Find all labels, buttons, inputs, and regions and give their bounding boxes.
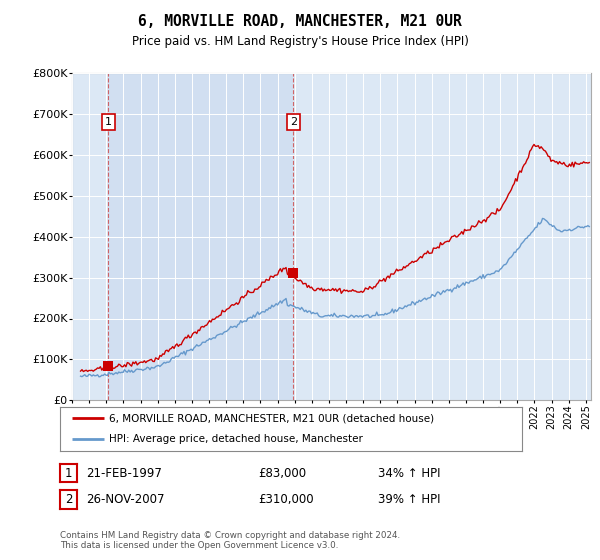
Text: 6, MORVILLE ROAD, MANCHESTER, M21 0UR: 6, MORVILLE ROAD, MANCHESTER, M21 0UR <box>138 14 462 29</box>
Text: HPI: Average price, detached house, Manchester: HPI: Average price, detached house, Manc… <box>109 435 362 445</box>
Text: 1: 1 <box>105 117 112 127</box>
Text: 1: 1 <box>65 466 72 480</box>
Text: 39% ↑ HPI: 39% ↑ HPI <box>378 493 440 506</box>
Text: 6, MORVILLE ROAD, MANCHESTER, M21 0UR (detached house): 6, MORVILLE ROAD, MANCHESTER, M21 0UR (d… <box>109 413 434 423</box>
Text: 21-FEB-1997: 21-FEB-1997 <box>86 466 161 480</box>
Bar <box>109 73 293 400</box>
Text: 34% ↑ HPI: 34% ↑ HPI <box>378 466 440 480</box>
Text: £310,000: £310,000 <box>258 493 314 506</box>
Text: 26-NOV-2007: 26-NOV-2007 <box>86 493 164 506</box>
Text: Price paid vs. HM Land Registry's House Price Index (HPI): Price paid vs. HM Land Registry's House … <box>131 35 469 48</box>
Text: 2: 2 <box>290 117 297 127</box>
Text: Contains HM Land Registry data © Crown copyright and database right 2024.
This d: Contains HM Land Registry data © Crown c… <box>60 530 400 550</box>
Text: 2: 2 <box>65 493 72 506</box>
Text: £83,000: £83,000 <box>258 466 306 480</box>
